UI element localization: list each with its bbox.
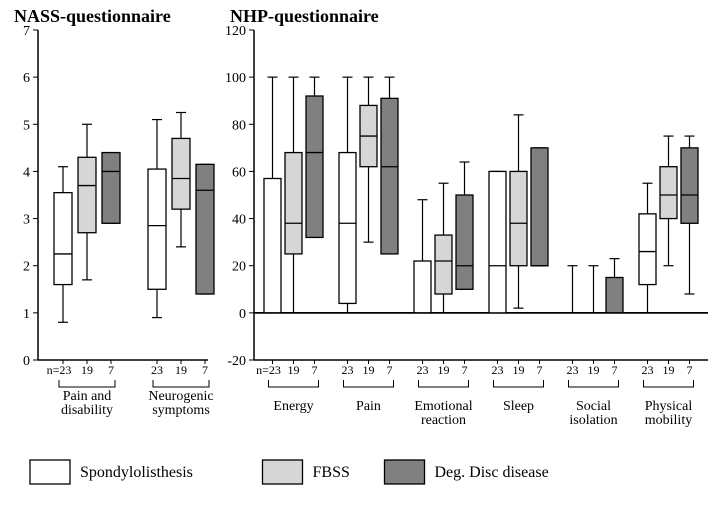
n-label: 19: [363, 363, 375, 377]
n-label: 19: [513, 363, 525, 377]
n-label: 7: [108, 363, 114, 377]
box: [196, 164, 214, 294]
n-label: 23: [642, 363, 654, 377]
n-label: 19: [81, 363, 93, 377]
nass-ytick-label: 7: [23, 24, 30, 39]
box: [78, 157, 96, 232]
n-label: 7: [462, 363, 468, 377]
n-label: 19: [588, 363, 600, 377]
legend-label: FBSS: [313, 464, 350, 481]
n-label: 23: [342, 363, 354, 377]
nhp-title: NHP-questionnaire: [230, 6, 379, 26]
nhp-ytick-label: 120: [225, 24, 246, 39]
box: [435, 235, 452, 294]
legend-swatch: [385, 460, 425, 484]
n-label: 23: [492, 363, 504, 377]
box: [456, 195, 473, 289]
n-label: 23: [417, 363, 429, 377]
box: [606, 278, 623, 313]
boxplot-figure: NASS-questionnaire01234567n=23197Pain an…: [0, 0, 727, 506]
n-label: 23: [567, 363, 579, 377]
category-label: symptoms: [152, 403, 210, 418]
n-label: 19: [663, 363, 675, 377]
group-bracket: [569, 380, 619, 387]
n-label: n=23: [256, 363, 281, 377]
group-bracket: [644, 380, 694, 387]
n-label: 7: [687, 363, 693, 377]
box: [510, 171, 527, 265]
category-label: Sleep: [503, 399, 534, 414]
legend-label: Spondylolisthesis: [80, 464, 193, 481]
n-label: 7: [612, 363, 618, 377]
category-label: Emotional: [414, 399, 472, 414]
n-label: 7: [537, 363, 543, 377]
box: [102, 153, 120, 224]
box: [339, 153, 356, 304]
box: [54, 193, 72, 285]
category-label: Pain and: [63, 389, 112, 404]
n-label: 19: [438, 363, 450, 377]
box: [489, 171, 506, 312]
nhp-ytick-label: 60: [232, 165, 246, 180]
n-label: 19: [288, 363, 300, 377]
nass-ytick-label: 0: [23, 354, 30, 369]
category-label: Physical: [645, 399, 693, 414]
box: [414, 261, 431, 313]
box: [148, 169, 166, 289]
category-label: isolation: [569, 413, 617, 428]
nhp-ytick-label: -20: [227, 354, 246, 369]
box: [264, 179, 281, 313]
group-bracket: [344, 380, 394, 387]
legend-swatch: [30, 460, 70, 484]
group-bracket: [153, 380, 209, 387]
nhp-ytick-label: 40: [232, 213, 246, 228]
n-label: n=23: [47, 363, 72, 377]
n-label: 19: [175, 363, 187, 377]
box: [639, 214, 656, 285]
box: [531, 148, 548, 266]
group-bracket: [494, 380, 544, 387]
category-label: disability: [61, 403, 113, 418]
nass-ytick-label: 5: [23, 118, 30, 133]
box: [381, 98, 398, 254]
nass-ytick-label: 6: [23, 71, 30, 86]
nhp-ytick-label: 0: [239, 307, 246, 322]
box: [306, 96, 323, 237]
box: [172, 138, 190, 209]
category-label: Social: [576, 399, 611, 414]
group-bracket: [59, 380, 115, 387]
nass-title: NASS-questionnaire: [14, 6, 171, 26]
legend-swatch: [263, 460, 303, 484]
nhp-ytick-label: 20: [232, 260, 246, 275]
n-label: 7: [387, 363, 393, 377]
n-label: 23: [151, 363, 163, 377]
n-label: 7: [312, 363, 318, 377]
nass-ytick-label: 1: [23, 307, 30, 322]
box: [285, 153, 302, 254]
group-bracket: [269, 380, 319, 387]
group-bracket: [419, 380, 469, 387]
nass-ytick-label: 4: [23, 165, 30, 180]
box: [660, 167, 677, 219]
nhp-ytick-label: 100: [225, 71, 246, 86]
legend-label: Deg. Disc disease: [435, 464, 549, 481]
box: [681, 148, 698, 223]
nass-ytick-label: 2: [23, 260, 30, 275]
category-label: Neurogenic: [148, 389, 213, 404]
category-label: reaction: [421, 413, 466, 428]
category-label: mobility: [645, 413, 692, 428]
nass-ytick-label: 3: [23, 213, 30, 228]
category-label: Energy: [273, 399, 313, 414]
n-label: 7: [202, 363, 208, 377]
category-label: Pain: [356, 399, 381, 414]
nhp-ytick-label: 80: [232, 118, 246, 133]
